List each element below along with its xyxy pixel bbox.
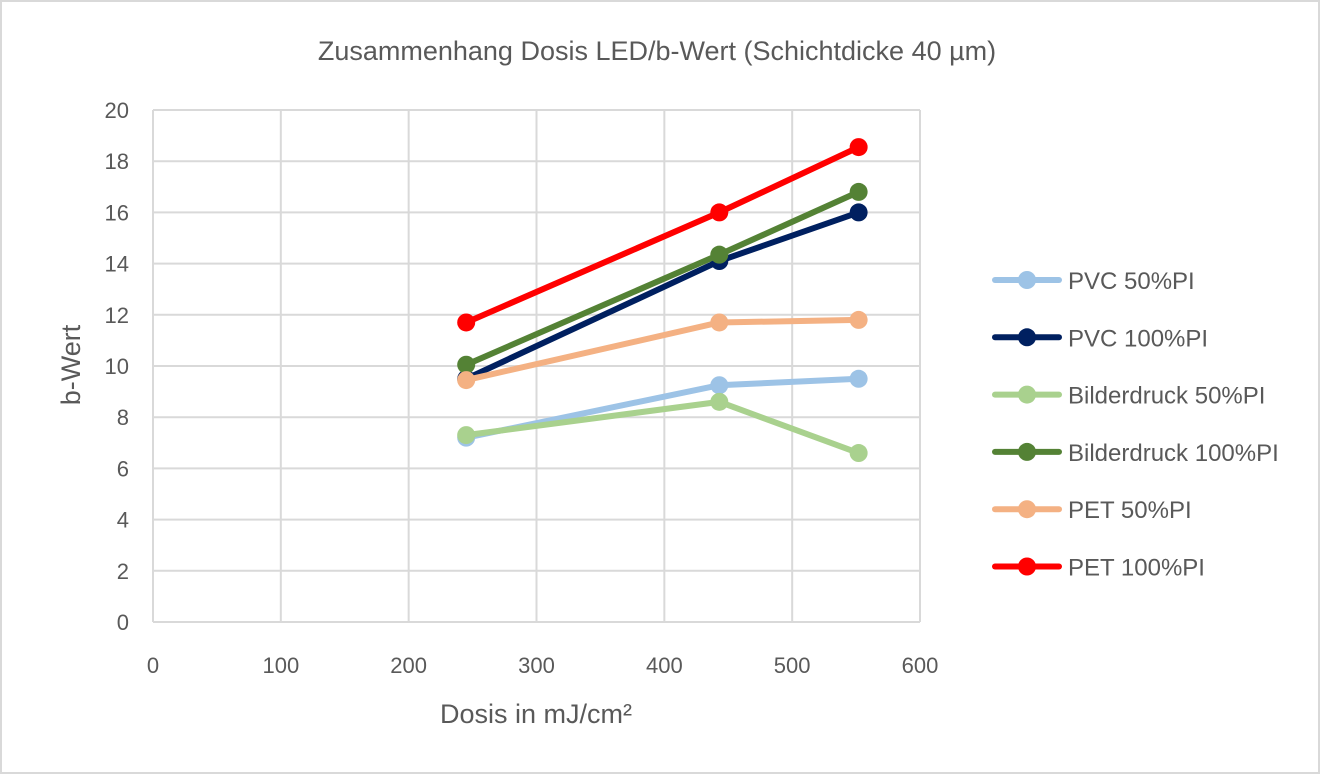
data-point bbox=[457, 313, 476, 332]
legend-item: PET 100%PI bbox=[992, 555, 1205, 582]
x-axis-ticks: 0 100 200 300 400 500 600 bbox=[147, 653, 938, 678]
x-tick-label: 200 bbox=[390, 653, 427, 678]
x-tick-label: 300 bbox=[518, 653, 555, 678]
y-axis-ticks: 0 2 4 6 8 10 12 14 16 18 20 bbox=[105, 98, 129, 635]
series-layer bbox=[457, 138, 868, 463]
y-tick-label: 10 bbox=[105, 354, 129, 379]
gridlines bbox=[152, 109, 921, 623]
legend-item: PVC 50%PI bbox=[992, 268, 1195, 295]
legend: PVC 50%PI PVC 100%PI Bilderdruck 50%PI Bild… bbox=[992, 268, 1279, 582]
x-tick-label: 400 bbox=[646, 653, 683, 678]
legend-swatch-marker bbox=[1018, 557, 1036, 576]
data-point bbox=[710, 245, 729, 264]
y-tick-label: 14 bbox=[105, 252, 129, 277]
legend-label: PET 50%PI bbox=[1068, 497, 1192, 524]
data-point bbox=[849, 444, 868, 463]
series-pvc-100pctpi bbox=[457, 203, 868, 388]
data-point bbox=[849, 369, 868, 388]
legend-swatch-marker bbox=[1018, 442, 1036, 461]
legend-label: Bilderdruck 100%PI bbox=[1068, 440, 1279, 467]
data-point bbox=[457, 355, 476, 374]
y-tick-label: 0 bbox=[117, 610, 129, 635]
legend-label: PET 100%PI bbox=[1068, 555, 1205, 582]
y-tick-label: 4 bbox=[117, 508, 129, 533]
x-tick-label: 0 bbox=[147, 653, 159, 678]
y-tick-label: 8 bbox=[117, 405, 129, 430]
legend-label: Bilderdruck 50%PI bbox=[1068, 383, 1265, 410]
data-point bbox=[710, 313, 729, 332]
legend-item: Bilderdruck 100%PI bbox=[992, 440, 1279, 467]
legend-swatch-marker bbox=[1018, 271, 1036, 289]
y-tick-label: 18 bbox=[105, 149, 129, 174]
data-point bbox=[849, 182, 868, 201]
legend-label: PVC 50%PI bbox=[1068, 268, 1195, 295]
y-tick-label: 16 bbox=[105, 200, 129, 225]
legend-swatch-marker bbox=[1018, 328, 1036, 347]
series-bilderdruck-100pctpi bbox=[457, 182, 868, 374]
data-point bbox=[457, 371, 476, 390]
x-tick-label: 500 bbox=[774, 653, 811, 678]
x-axis-title: Dosis in mJ/cm² bbox=[440, 699, 632, 729]
y-tick-label: 20 bbox=[105, 98, 129, 123]
data-point bbox=[849, 203, 868, 222]
data-point bbox=[849, 138, 868, 157]
y-axis-title: b-Wert bbox=[56, 324, 86, 405]
legend-label: PVC 100%PI bbox=[1068, 325, 1208, 352]
series-line bbox=[463, 398, 862, 457]
legend-item: PET 50%PI bbox=[992, 497, 1192, 524]
data-point bbox=[710, 203, 729, 222]
series-bilderdruck-50pctpi bbox=[457, 392, 868, 463]
legend-swatch-marker bbox=[1018, 385, 1036, 404]
x-tick-label: 100 bbox=[262, 653, 299, 678]
data-point bbox=[710, 376, 729, 395]
legend-swatch-marker bbox=[1018, 500, 1036, 519]
data-point bbox=[849, 310, 868, 329]
data-point bbox=[457, 426, 476, 445]
x-tick-label: 600 bbox=[902, 653, 939, 678]
series-pet-50pctpi bbox=[457, 310, 868, 390]
series-pet-100pctpi bbox=[457, 138, 868, 332]
y-tick-label: 12 bbox=[105, 303, 129, 328]
chart-title: Zusammenhang Dosis LED/b-Wert (Schichtdi… bbox=[318, 36, 996, 66]
series-line bbox=[463, 188, 862, 368]
y-tick-label: 6 bbox=[117, 456, 129, 481]
legend-item: Bilderdruck 50%PI bbox=[992, 383, 1265, 410]
legend-item: PVC 100%PI bbox=[992, 325, 1208, 352]
data-point bbox=[710, 392, 729, 411]
y-tick-label: 2 bbox=[117, 559, 129, 584]
